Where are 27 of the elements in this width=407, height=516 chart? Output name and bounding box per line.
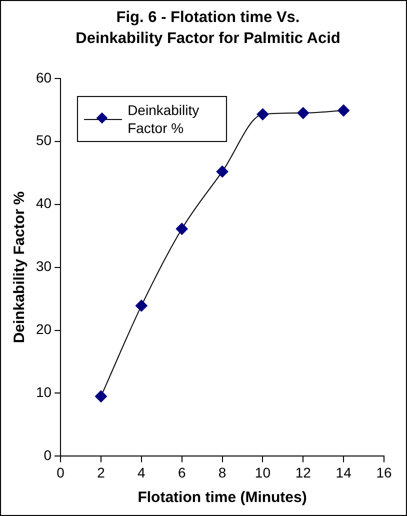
point <box>95 390 107 402</box>
y-tick-label: 60 <box>36 69 52 86</box>
chart-title: Fig. 6 - Flotation time Vs. Deinkability Factor for Palmitic Acid <box>74 8 342 49</box>
x-tick-label: 2 <box>97 464 106 480</box>
x-tick-label: 12 <box>295 464 312 480</box>
y-tick-label: 30 <box>36 258 52 274</box>
y-tick-label: 0 <box>44 447 52 464</box>
point <box>297 107 310 120</box>
point <box>176 222 188 235</box>
x-tick-label: 16 <box>376 464 392 480</box>
y-tick-label: 10 <box>36 384 52 400</box>
x-tick-label: 14 <box>336 464 352 480</box>
x-tick-label: 4 <box>138 464 146 480</box>
y-tick-label: 50 <box>36 132 52 148</box>
x-tick-label: 8 <box>218 464 226 480</box>
point <box>135 300 148 312</box>
point <box>338 104 350 117</box>
x-tick-label: 0 <box>56 464 65 480</box>
x-tick-label: 10 <box>254 464 271 480</box>
legend-label: Deinkability Factor % <box>128 101 200 138</box>
y-axis-title: Deinkability Factor % <box>11 191 28 344</box>
x-tick-label: 6 <box>178 464 186 480</box>
y-tick-label: 20 <box>36 321 52 338</box>
point <box>256 108 269 120</box>
point <box>216 166 228 178</box>
x-axis-title: Flotation time (Minutes) <box>138 489 307 506</box>
y-tick-label: 40 <box>36 195 52 212</box>
